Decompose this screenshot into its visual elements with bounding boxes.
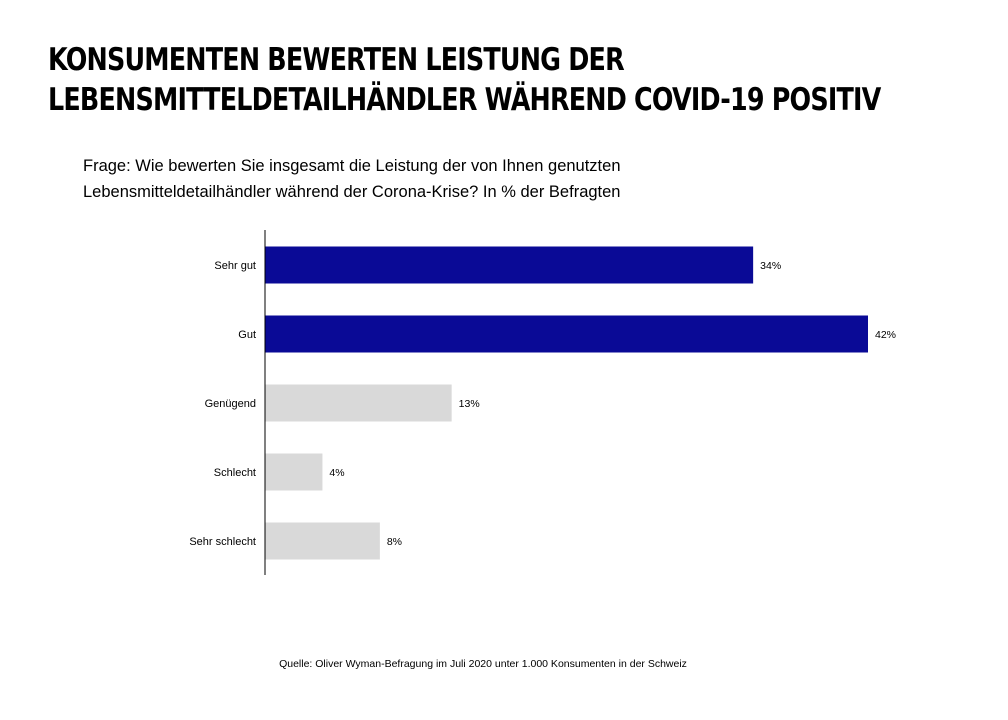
- survey-question: Frage: Wie bewerten Sie insgesamt die Le…: [83, 153, 783, 205]
- category-label-4: Sehr schlecht: [189, 536, 256, 548]
- chart-title-line-2: LEBENSMITTELDETAILHÄNDLER WÄHREND COVID-…: [48, 82, 881, 118]
- data-label-2: 13%: [459, 398, 480, 410]
- category-label-2: Genügend: [205, 398, 256, 410]
- category-label-3: Schlecht: [214, 467, 256, 479]
- data-label-1: 42%: [875, 329, 896, 341]
- survey-question-line-2: Lebensmitteldetailhändler während der Co…: [83, 183, 621, 201]
- data-label-3: 4%: [329, 467, 344, 479]
- chart-title: KONSUMENTEN BEWERTEN LEISTUNG DER LEBENS…: [48, 40, 881, 120]
- category-label-1: Gut: [238, 329, 256, 341]
- bar-1: [265, 315, 868, 353]
- data-label-0: 34%: [760, 260, 781, 272]
- bar-0: [265, 246, 754, 284]
- bar-2: [265, 384, 452, 422]
- data-label-4: 8%: [387, 536, 402, 548]
- bar-4: [265, 522, 380, 560]
- survey-question-line-1: Frage: Wie bewerten Sie insgesamt die Le…: [83, 157, 621, 175]
- bar-3: [265, 453, 323, 491]
- chart-title-line-1: KONSUMENTEN BEWERTEN LEISTUNG DER: [48, 42, 625, 78]
- category-label-0: Sehr gut: [214, 260, 256, 272]
- source-note: Quelle: Oliver Wyman-Befragung im Juli 2…: [279, 658, 687, 670]
